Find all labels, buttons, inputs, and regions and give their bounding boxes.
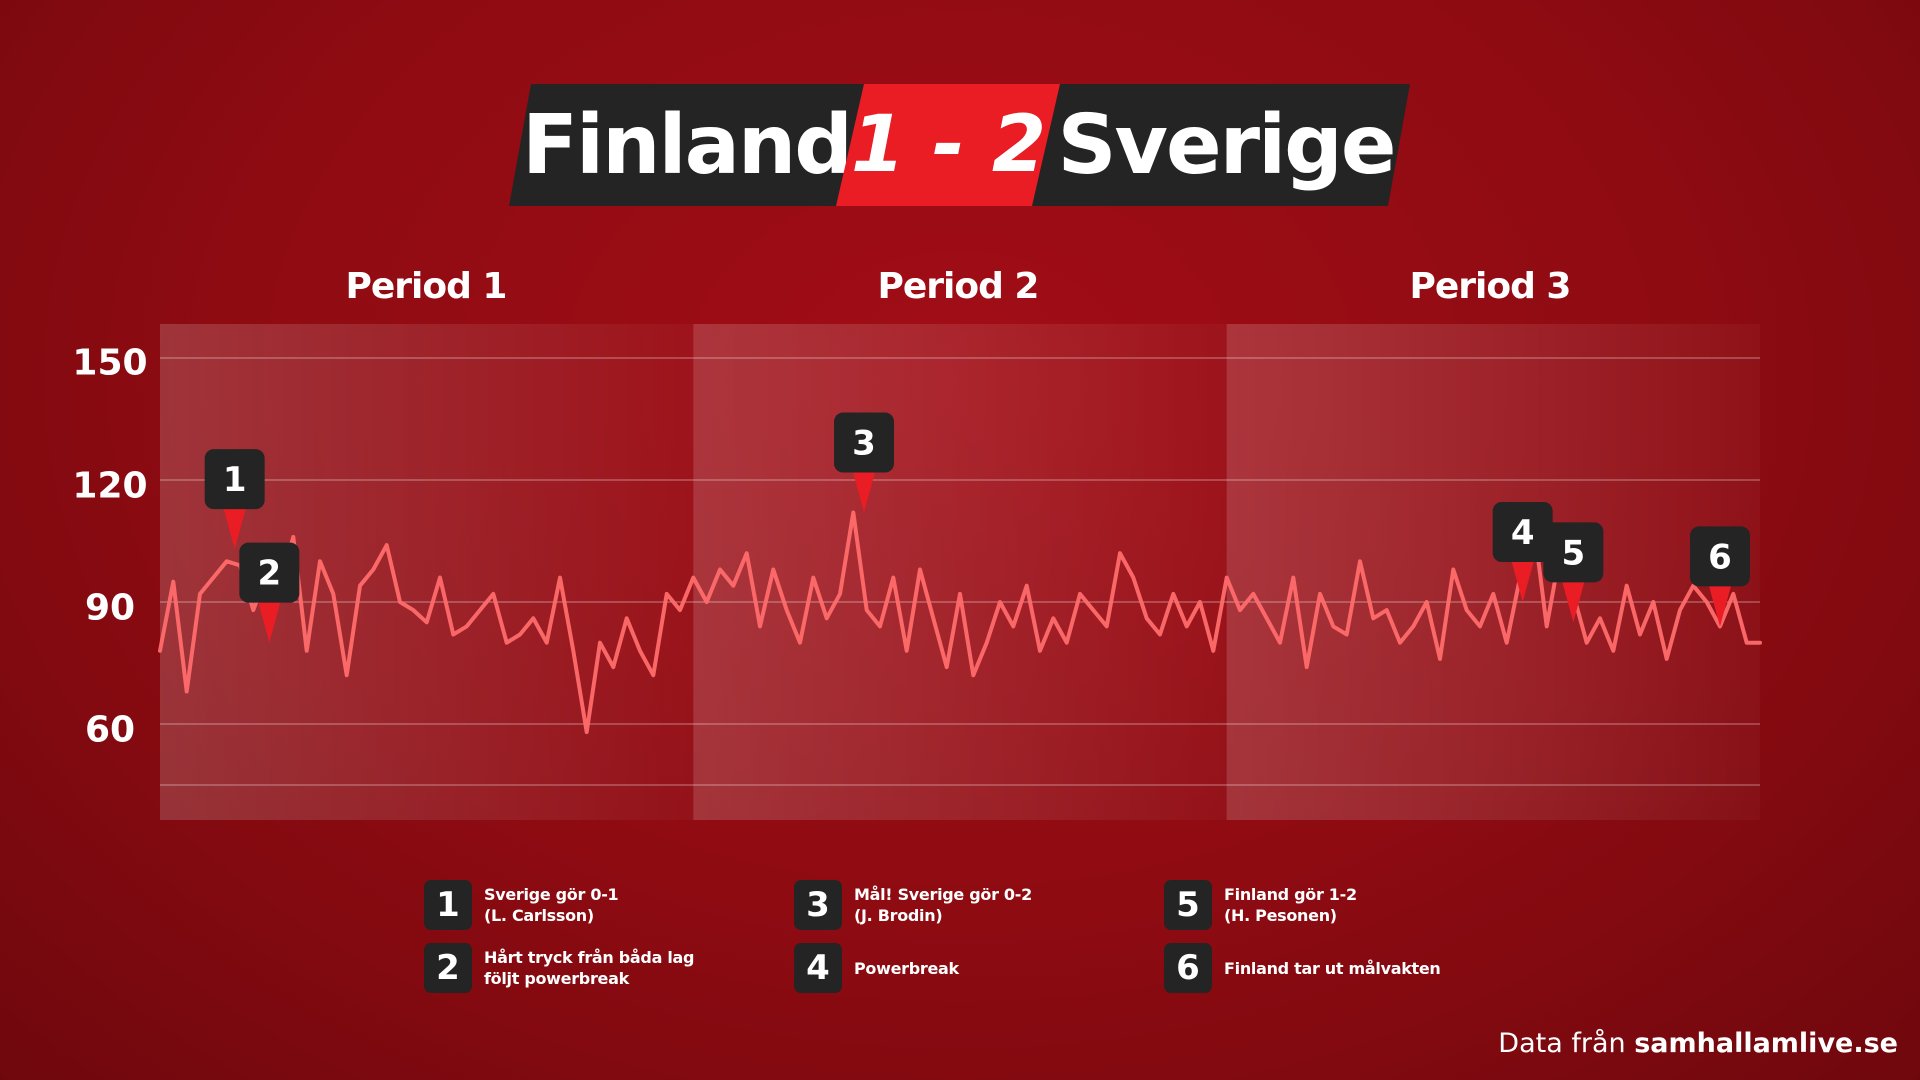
y-tick-label: 120 xyxy=(72,465,148,507)
marker-label: 2 xyxy=(257,554,281,594)
marker-pointer xyxy=(1561,578,1586,623)
annotation-markers: 1 2 3 45 6 xyxy=(204,412,1750,643)
marker-badge xyxy=(239,542,300,603)
marker-label: 5 xyxy=(1561,533,1585,573)
annotation-marker-5: 5 xyxy=(1543,522,1604,623)
annotation-marker-6: 6 xyxy=(1690,526,1750,627)
series-lines xyxy=(158,510,1762,735)
marker-label: 4 xyxy=(1511,513,1535,553)
marker-label: 1 xyxy=(223,460,247,500)
period-panel-2 xyxy=(693,324,1227,820)
marker-badge xyxy=(204,449,265,510)
series-line-1 xyxy=(158,510,1762,735)
scoreboard: Finland 1 - 2 Sverige xyxy=(0,0,1920,220)
marker-badge xyxy=(1492,502,1553,562)
marker-pointer xyxy=(257,598,282,643)
away-team-label: Sverige xyxy=(1032,84,1410,206)
home-team-name: Finland xyxy=(509,84,864,206)
annotation-marker-4: 4 xyxy=(1492,502,1553,602)
marker-pointer xyxy=(852,468,876,513)
data-source: Data från samhallamlive.se xyxy=(1498,1028,1898,1059)
match-score: 1 - 2 xyxy=(836,84,1061,206)
y-tick-label: 60 xyxy=(84,709,136,751)
marker-badge xyxy=(1690,526,1750,587)
period-label-3: Period 3 xyxy=(1409,266,1572,307)
annotation-marker-3: 3 xyxy=(834,412,894,513)
period-label-1: Period 1 xyxy=(345,266,508,307)
y-tick-label: 150 xyxy=(72,342,148,384)
period-panels xyxy=(160,324,1760,820)
y-tick-label: 90 xyxy=(84,587,136,629)
period-label-2: Period 2 xyxy=(877,266,1040,307)
source-prefix: Data från xyxy=(1498,1028,1626,1059)
annotation-marker-2: 2 xyxy=(239,542,300,643)
period-panel-3 xyxy=(1226,324,1760,820)
marker-badge xyxy=(834,412,894,473)
marker-label: 6 xyxy=(1708,537,1732,577)
marker-pointer xyxy=(222,505,247,550)
source-site: samhallamlive.se xyxy=(1634,1028,1898,1059)
marker-pointer xyxy=(1708,582,1732,627)
annotation-marker-1: 1 xyxy=(204,449,265,550)
marker-label: 3 xyxy=(852,424,876,464)
marker-badge xyxy=(1543,522,1604,583)
away-team-name: Sverige xyxy=(1057,97,1395,193)
marker-pointer xyxy=(1510,558,1535,602)
